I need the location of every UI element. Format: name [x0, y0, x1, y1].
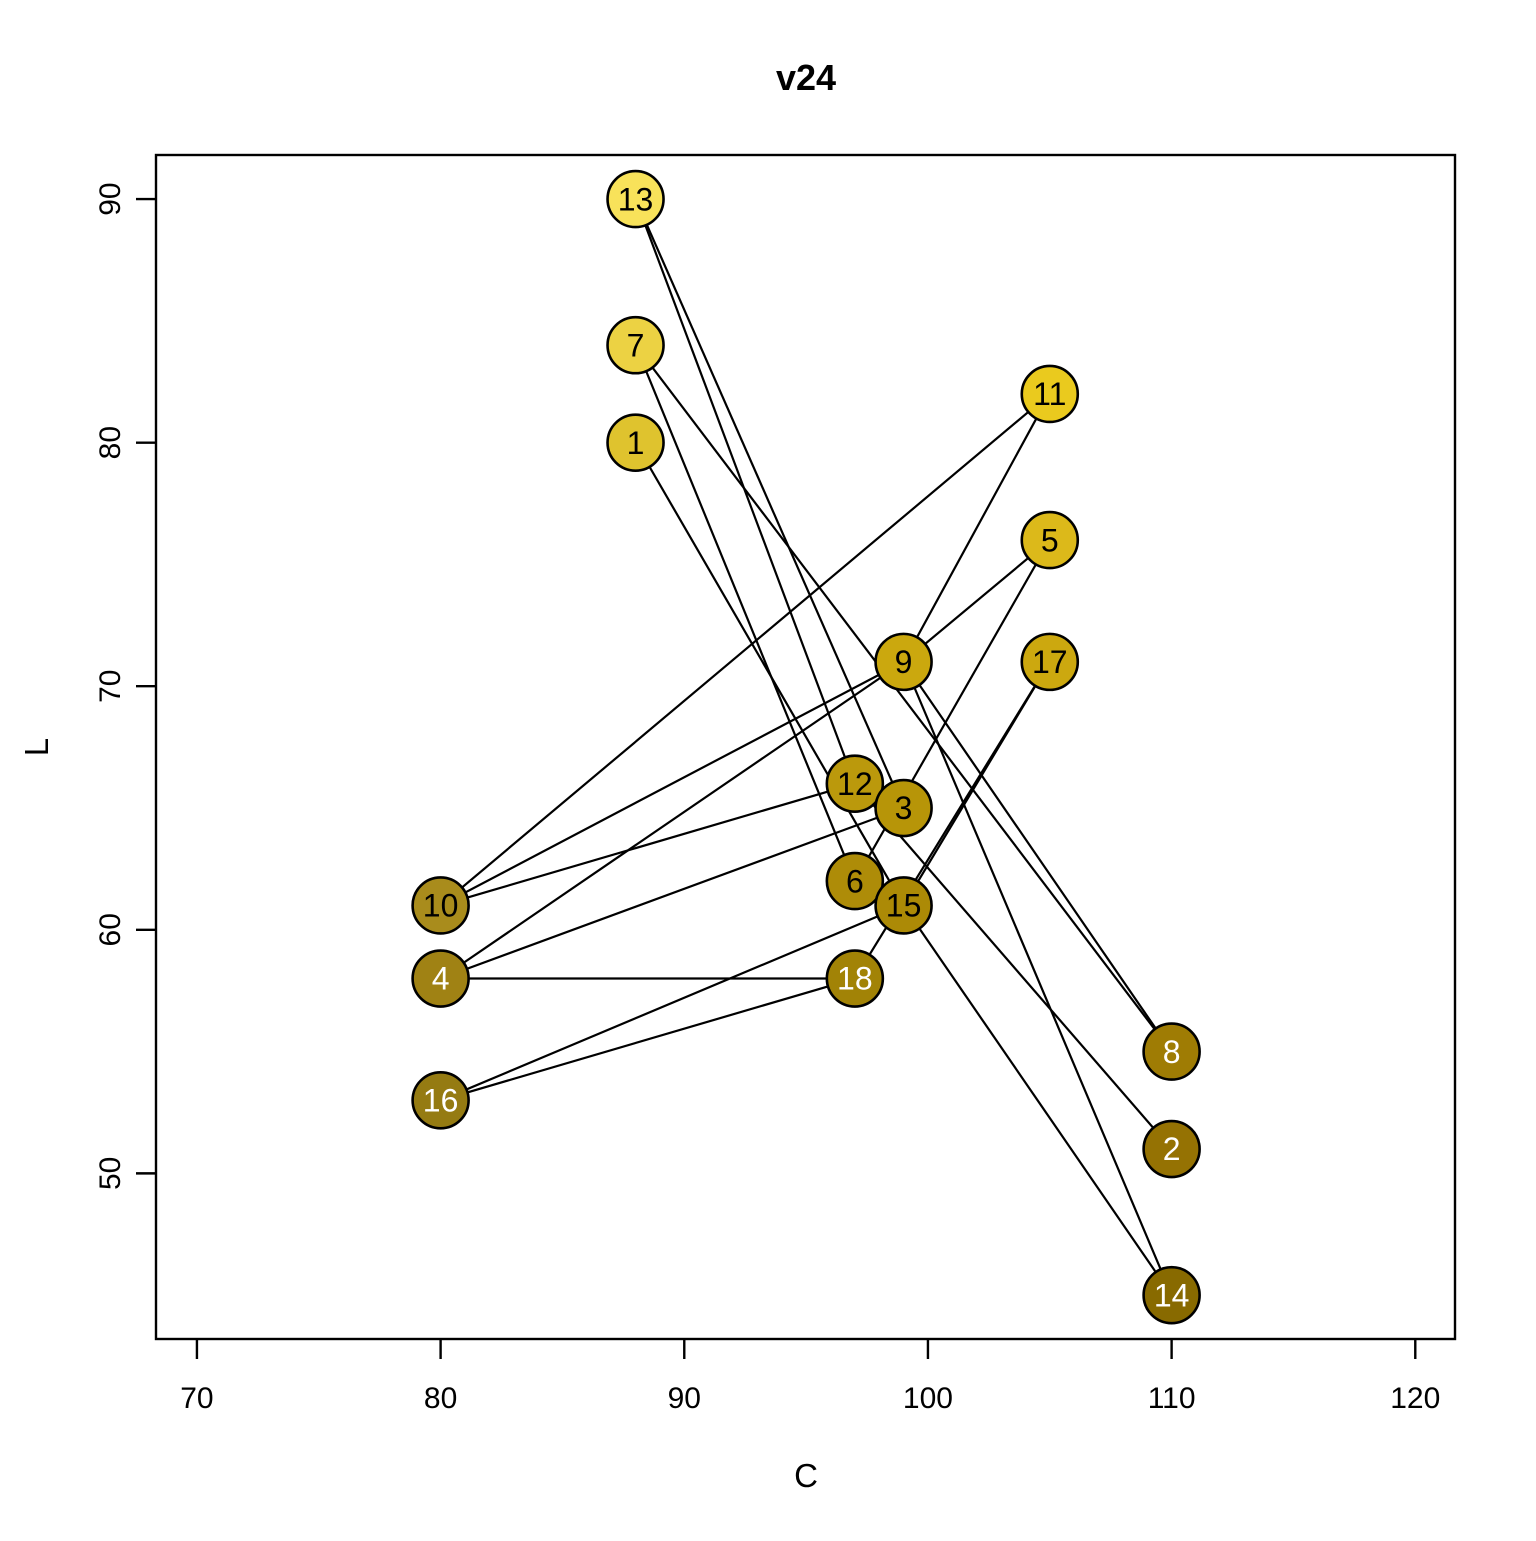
point-label-7: 7	[627, 327, 645, 363]
edge-7-8	[634, 344, 1173, 1053]
point-7: 7	[606, 315, 665, 375]
x-tick-label-80: 80	[424, 1382, 457, 1415]
y-tick-label-90: 90	[94, 182, 127, 215]
point-12: 12	[825, 754, 885, 813]
point-17: 17	[1020, 632, 1080, 692]
point-circle-5	[1020, 510, 1080, 570]
edge-14-15	[902, 904, 1173, 1296]
point-circle-7	[606, 315, 665, 375]
x-tick-label-70: 70	[180, 1382, 213, 1415]
point-circle-18	[825, 949, 885, 1008]
point-16: 16	[411, 1071, 470, 1130]
point-9: 9	[874, 632, 933, 692]
point-15: 15	[874, 876, 933, 935]
point-circle-11	[1020, 364, 1080, 424]
edge-2-12	[854, 782, 1173, 1150]
point-label-15: 15	[886, 888, 922, 924]
x-tick-label-100: 100	[903, 1382, 953, 1415]
y-tick-label-50: 50	[94, 1157, 127, 1190]
point-circle-2	[1142, 1119, 1201, 1179]
point-circle-9	[874, 632, 933, 692]
point-label-9: 9	[895, 644, 913, 680]
point-label-10: 10	[423, 888, 459, 924]
point-circle-6	[825, 851, 885, 911]
y-tick-label-70: 70	[94, 670, 127, 703]
point-circle-1	[606, 413, 665, 472]
edge-9-14	[902, 661, 1173, 1296]
point-label-13: 13	[618, 181, 654, 217]
point-circle-13	[606, 169, 665, 229]
point-circle-16	[411, 1071, 470, 1130]
point-circle-15	[874, 876, 933, 935]
point-label-2: 2	[1163, 1131, 1181, 1167]
point-label-8: 8	[1163, 1034, 1181, 1070]
point-13: 13	[606, 169, 665, 229]
edge-10-12	[440, 782, 856, 907]
point-label-3: 3	[895, 790, 913, 826]
point-label-17: 17	[1032, 644, 1068, 680]
point-3: 3	[874, 778, 933, 838]
point-6: 6	[825, 851, 885, 911]
point-8: 8	[1142, 1022, 1201, 1081]
chart-title: v24	[776, 57, 836, 98]
point-10: 10	[411, 876, 470, 935]
point-2: 2	[1142, 1119, 1201, 1179]
point-4: 4	[411, 949, 470, 1008]
edge-9-10	[440, 660, 905, 907]
x-tick-label-110: 110	[1148, 1382, 1196, 1415]
point-label-16: 16	[423, 1083, 459, 1119]
point-circle-12	[825, 754, 885, 813]
edge-4-9	[439, 660, 905, 980]
y-tick-label-80: 80	[94, 426, 127, 459]
edge-3-13	[634, 198, 905, 809]
point-label-12: 12	[837, 766, 873, 802]
edge-5-9	[902, 539, 1051, 663]
edge-3-4	[440, 806, 904, 980]
point-label-4: 4	[432, 961, 450, 997]
edge-15-16	[440, 904, 905, 1102]
point-circle-8	[1142, 1022, 1201, 1081]
x-axis-ticks: 70 80 90 100 110 120	[180, 1339, 1440, 1415]
point-label-18: 18	[837, 961, 873, 997]
y-axis-label: L	[18, 738, 55, 756]
y-tick-label-60: 60	[94, 913, 127, 946]
point-label-11: 11	[1033, 376, 1066, 412]
point-circle-14	[1142, 1265, 1201, 1325]
plot-box	[154, 153, 1457, 1341]
x-tick-label-90: 90	[668, 1382, 701, 1415]
point-circle-10	[411, 876, 470, 935]
y-axis-ticks: 50 60 70 80 90	[94, 182, 156, 1190]
x-tick-label-120: 120	[1390, 1382, 1440, 1415]
point-1: 1	[606, 413, 665, 472]
point-circle-3	[874, 778, 933, 838]
point-label-14: 14	[1154, 1277, 1190, 1313]
point-18: 18	[825, 949, 885, 1008]
x-axis-label: C	[794, 1457, 818, 1494]
edge-16-18	[440, 977, 856, 1102]
point-circle-4	[411, 949, 470, 1008]
point-circle-17	[1020, 632, 1080, 692]
point-14: 14	[1142, 1265, 1201, 1325]
edge-10-11	[439, 393, 1051, 907]
edge-12-13	[634, 198, 856, 785]
point-label-6: 6	[846, 863, 864, 899]
edges-layer	[439, 198, 1173, 1296]
edge-6-7	[634, 344, 856, 882]
edge-8-9	[902, 661, 1173, 1053]
point-label-1: 1	[627, 425, 645, 461]
point-11: 11	[1020, 364, 1080, 424]
point-label-5: 5	[1041, 522, 1059, 558]
point-5: 5	[1020, 510, 1080, 570]
edge-9-11	[902, 393, 1051, 663]
